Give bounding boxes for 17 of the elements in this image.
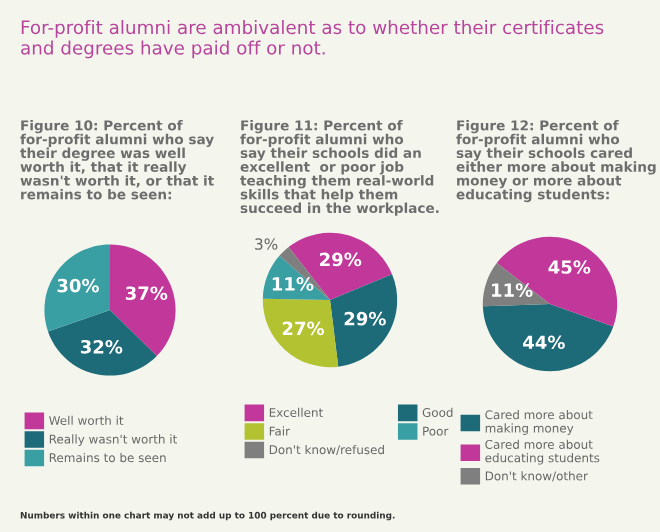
pie-slice xyxy=(48,310,157,376)
data-label: 29% xyxy=(320,252,362,267)
data-label: 45% xyxy=(548,260,591,274)
pie-slice xyxy=(482,304,614,372)
pie-slice xyxy=(496,236,618,327)
data-label: 11% xyxy=(492,283,533,297)
data-label: 30% xyxy=(57,278,99,293)
data-label: 29% xyxy=(344,311,386,326)
data-label: 27% xyxy=(282,321,325,336)
data-label: 44% xyxy=(523,335,565,350)
pie-slice xyxy=(262,298,339,368)
text: For-profit alumni are ambivalent as to whether their certificates and degrees have paid off or not. xyxy=(21,20,604,59)
data-label: 37% xyxy=(125,286,168,301)
pie-slice xyxy=(44,244,110,332)
data-label: 11% xyxy=(272,277,314,291)
pie-slice xyxy=(330,274,398,367)
data-label: 32% xyxy=(80,339,123,354)
